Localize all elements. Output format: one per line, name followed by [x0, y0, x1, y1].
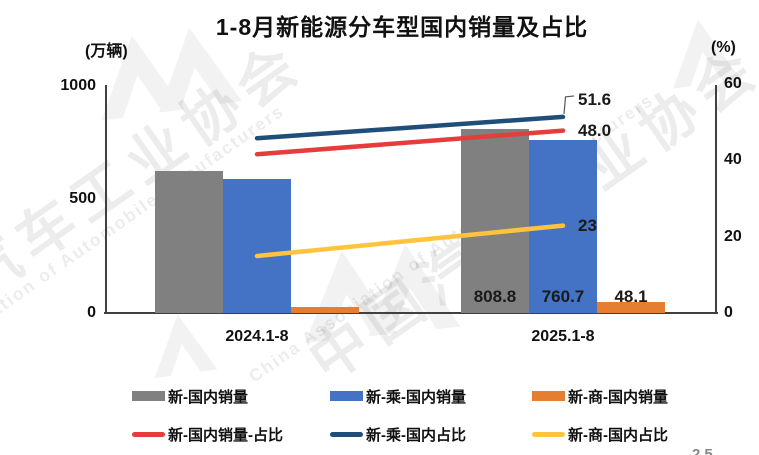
left-axis-tick: 0: [87, 304, 96, 321]
right-axis-line: [715, 85, 717, 313]
legend-label: 新-国内销量: [168, 388, 248, 406]
bar-新-国内销量-2024.1-8: [155, 170, 223, 313]
legend-item-line-total-share: 新-国内销量-占比: [132, 423, 283, 445]
right-axis-tick: 60: [724, 75, 742, 92]
right-axis-tick: 0: [724, 304, 733, 321]
left-axis-tick: 1000: [60, 77, 96, 94]
left-axis-unit: (万辆): [85, 43, 128, 60]
legend-label: 新-乘-国内销量: [366, 388, 466, 406]
left-axis-tick: 500: [69, 190, 96, 207]
bar-新-乘-国内销量-2024.1-8: [223, 178, 291, 313]
left-axis-line: [105, 85, 107, 313]
legend-swatch-icon: [132, 431, 165, 437]
legend-item-line-commercial-share: 新-商-国内占比: [532, 423, 668, 445]
page-number: 25: [692, 446, 717, 455]
right-axis-unit: (%): [711, 39, 736, 56]
line-新-商-国内占比: [254, 223, 566, 259]
bar-新-商-国内销量-2025.1-8: [597, 302, 665, 313]
x-axis-category: 2025.1-8: [531, 328, 595, 345]
legend-swatch-icon: [330, 431, 363, 437]
legend-label: 新-国内销量-占比: [168, 426, 283, 444]
right-axis-tick: 40: [724, 151, 742, 168]
line-value-label: 51.6: [578, 90, 612, 109]
x-axis-category: 2024.1-8: [225, 328, 289, 345]
legend-swatch-icon: [132, 391, 165, 401]
legend-label: 新-乘-国内占比: [366, 426, 466, 444]
legend-swatch-icon: [532, 431, 565, 437]
line-新-乘-国内占比: [254, 114, 566, 141]
right-axis-tick: 20: [724, 228, 742, 245]
bar-value-label: 48.1: [614, 287, 648, 306]
bar-新-商-国内销量-2024.1-8: [291, 307, 359, 313]
legend-item-bar-total: 新-国内销量: [132, 385, 248, 407]
chart-title: 1-8月新能源分车型国内销量及占比: [215, 14, 589, 40]
legend-swatch-icon: [330, 391, 363, 401]
line-value-label: 23: [578, 216, 597, 235]
line-新-国内销量-占比: [254, 128, 566, 157]
line-value-label: 48.0: [578, 121, 612, 140]
legend-swatch-icon: [532, 391, 565, 401]
x-axis-line: [104, 312, 718, 314]
bar-新-国内销量-2025.1-8: [461, 128, 529, 313]
legend-item-bar-commercial: 新-商-国内销量: [532, 385, 668, 407]
bar-value-label: 760.7: [541, 287, 585, 306]
legend-label: 新-商-国内占比: [568, 426, 668, 444]
legend-label: 新-商-国内销量: [568, 388, 668, 406]
legend-item-bar-passenger: 新-乘-国内销量: [330, 385, 466, 407]
label-leader-line: [563, 95, 575, 114]
legend-item-line-passenger-share: 新-乘-国内占比: [330, 423, 466, 445]
bar-value-label: 808.8: [473, 287, 517, 306]
